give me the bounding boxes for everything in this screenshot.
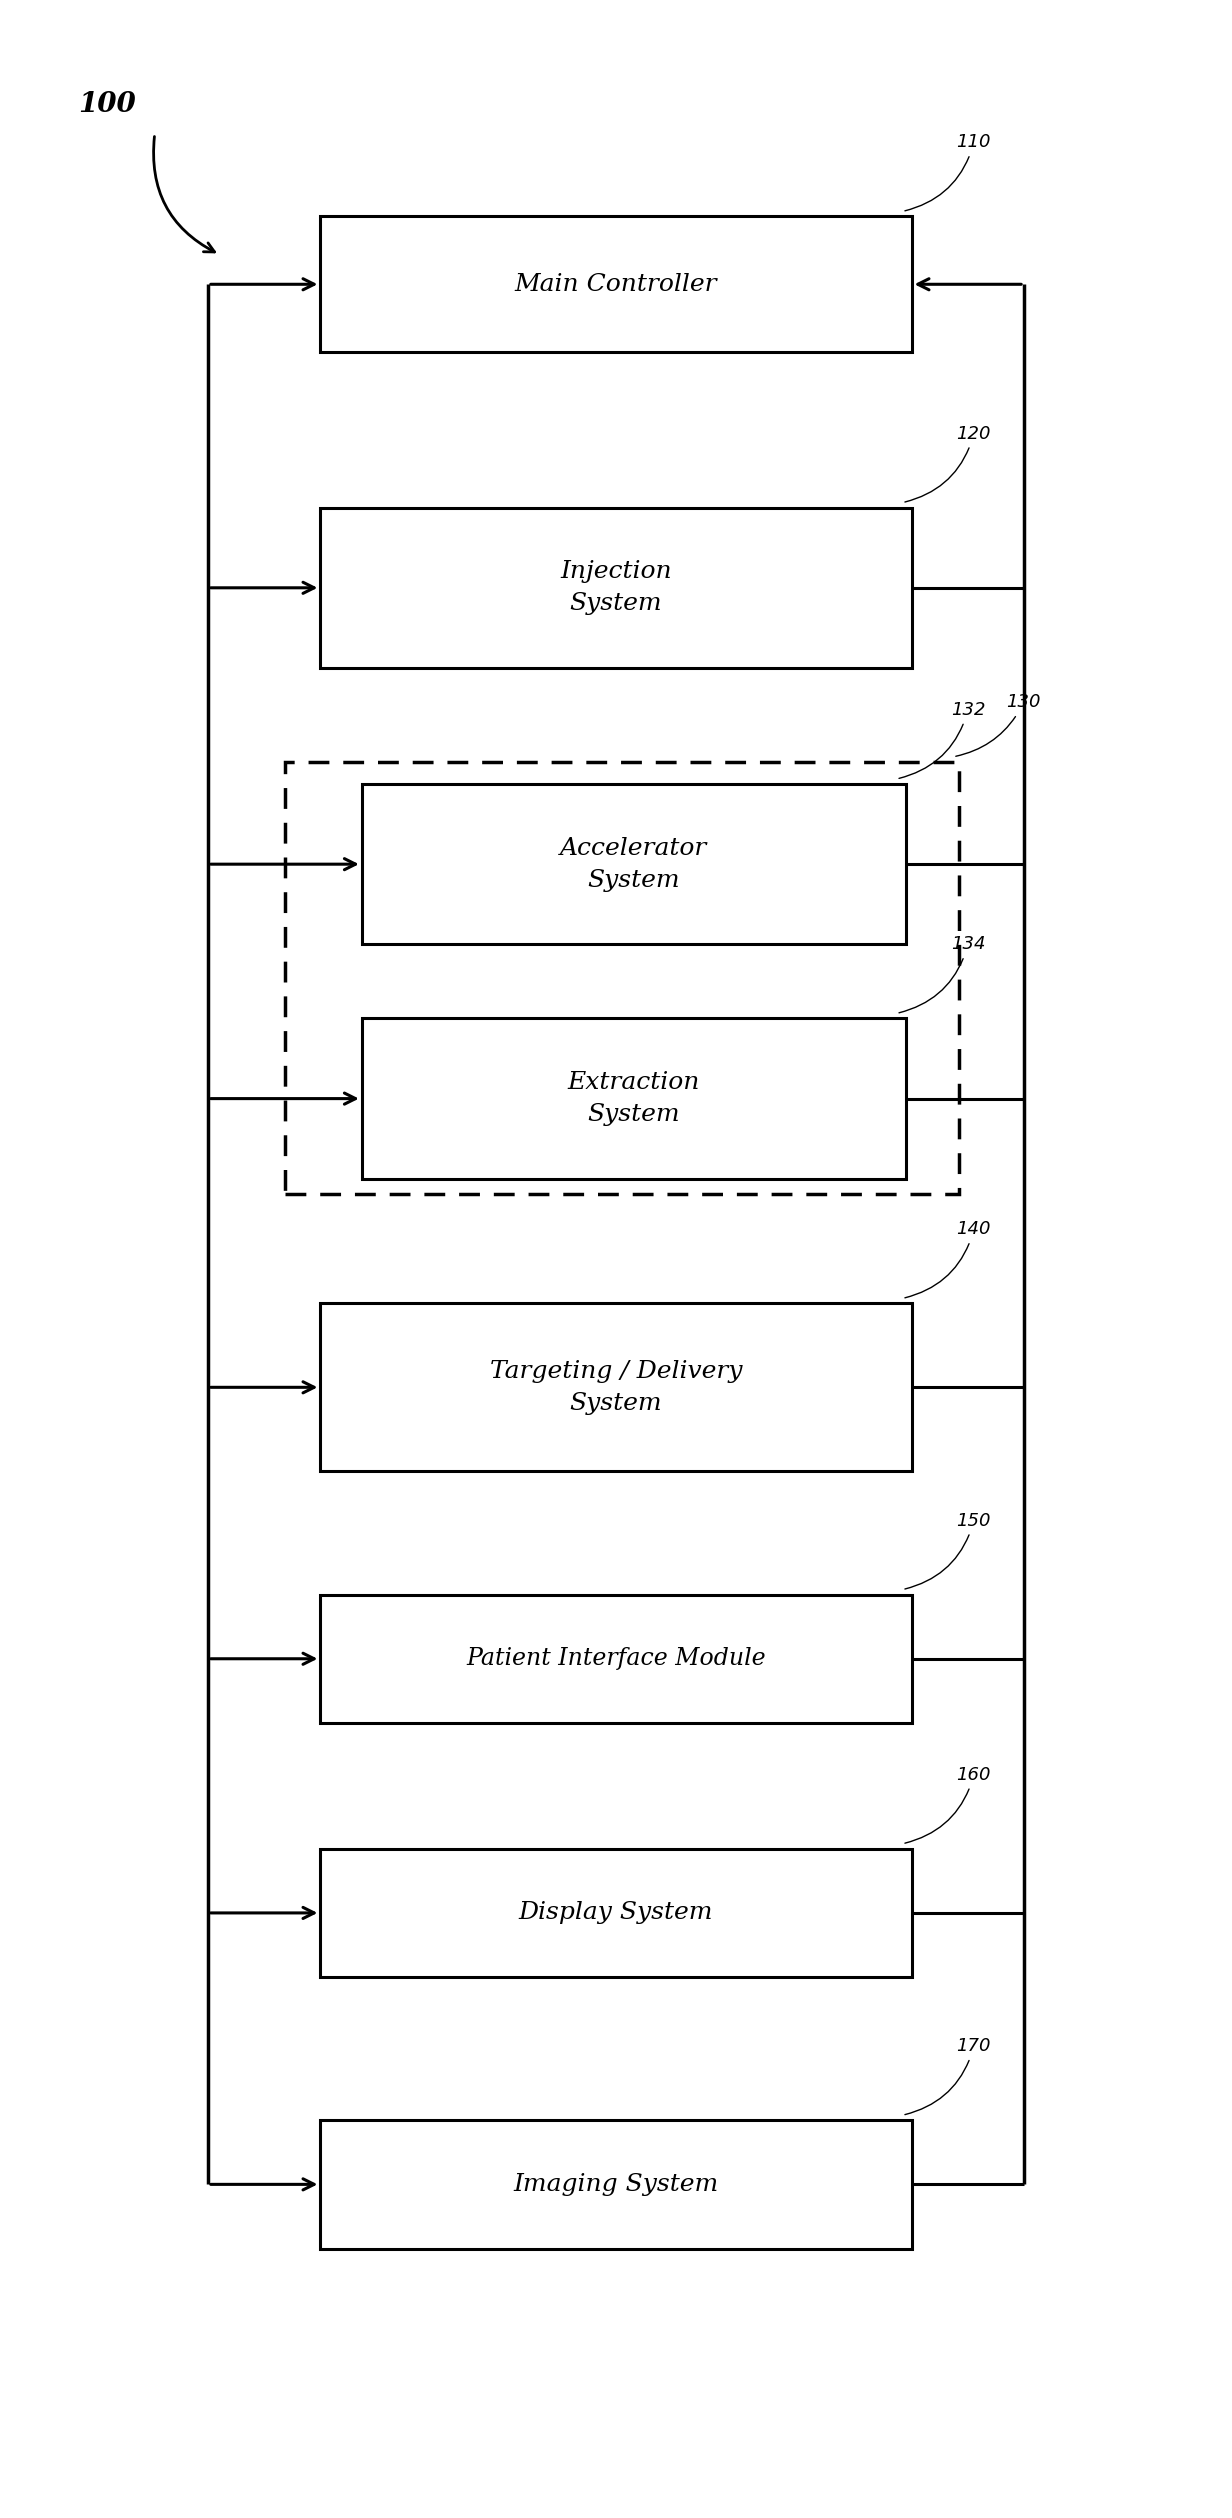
Bar <box>320 1304 912 1471</box>
Text: 134: 134 <box>899 934 986 1012</box>
Text: 132: 132 <box>899 700 986 778</box>
Text: 110: 110 <box>906 133 991 212</box>
Text: Imaging System: Imaging System <box>514 2173 718 2196</box>
Bar <box>320 1848 912 1977</box>
Text: 160: 160 <box>906 1765 991 1843</box>
Bar <box>362 783 906 944</box>
Text: 130: 130 <box>956 692 1041 755</box>
Bar <box>362 1017 906 1178</box>
Text: Accelerator
System: Accelerator System <box>561 836 707 891</box>
Text: Display System: Display System <box>519 1901 713 1924</box>
Text: 100: 100 <box>79 91 137 118</box>
Text: 170: 170 <box>906 2037 991 2115</box>
Text: Patient Interface Module: Patient Interface Module <box>466 1647 766 1669</box>
Text: Targeting / Delivery
System: Targeting / Delivery System <box>490 1360 742 1415</box>
Text: 120: 120 <box>906 426 991 501</box>
Text: Extraction
System: Extraction System <box>568 1070 700 1126</box>
Bar <box>320 217 912 353</box>
Bar <box>320 1594 912 1722</box>
Text: Injection
System: Injection System <box>561 562 671 614</box>
Text: 150: 150 <box>906 1511 991 1589</box>
Text: 140: 140 <box>906 1221 991 1297</box>
Text: Main Controller: Main Controller <box>515 272 717 295</box>
Bar <box>285 763 958 1194</box>
Bar <box>320 2120 912 2249</box>
Bar <box>320 509 912 667</box>
